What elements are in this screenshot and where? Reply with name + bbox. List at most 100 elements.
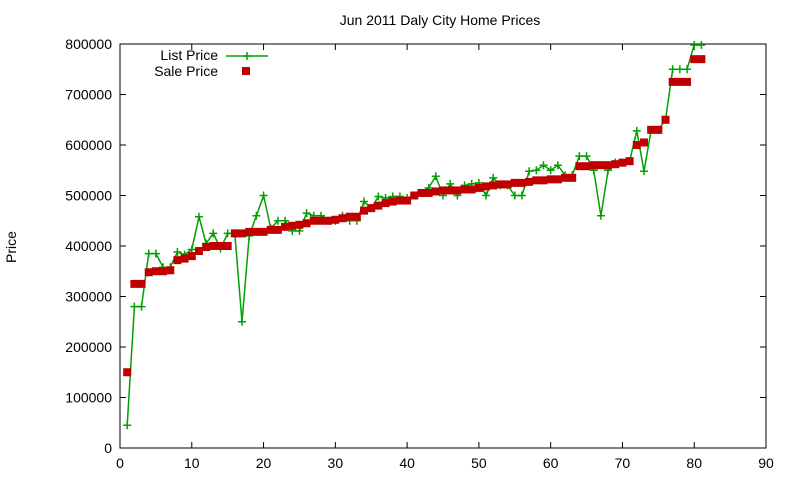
sale-price-point [209,242,218,250]
list-price-point [517,191,526,200]
list-price-point [575,152,584,161]
sale-price-point [697,55,706,64]
list-price-point [173,248,182,257]
plot-area [123,41,706,430]
sale-price-point [683,77,692,86]
list-price-point [273,216,282,225]
x-tick-label: 10 [184,455,200,471]
sale-price-point [611,160,620,169]
list-price-point [252,211,261,220]
sale-price-point [453,186,462,195]
list-price-point [489,173,498,182]
sale-price-point [553,175,562,184]
list-price-point [151,249,160,258]
sale-price-point [532,176,541,185]
sale-price-point [424,188,433,197]
sale-price-point [194,247,203,256]
sale-price-point [374,201,383,210]
legend-swatch-sale-price [242,67,250,75]
sale-price-point [352,212,361,221]
list-price-point [532,166,541,175]
list-price-point [302,209,311,218]
sale-price-point [575,162,584,171]
sale-price-point [654,125,663,134]
sale-price-point [639,138,648,147]
x-tick-label: 0 [116,455,124,471]
sale-price-point [467,185,476,194]
sale-price-point [388,197,397,206]
sale-price-point [517,178,526,187]
sale-price-point [525,177,534,186]
list-price-point [539,161,548,170]
sale-price-point [539,176,548,185]
sale-price-point [173,256,182,265]
list-price-point [683,65,692,74]
sale-price-point [661,115,670,124]
sale-price-point [360,206,369,215]
x-tick-label: 60 [543,455,559,471]
sale-price-point [496,180,505,189]
y-tick-label: 600000 [65,137,112,153]
sale-price-point [546,175,555,184]
axes: 0 10 20 30 40 50 60 70 80 90 0 100000 200000 300000 40… [65,36,774,471]
list-price-point [130,302,139,311]
sale-price-point [151,267,160,276]
list-price-point [144,249,153,258]
sale-price-point [446,186,455,195]
sale-price-point [266,225,275,234]
list-price-point [137,302,146,311]
sale-price-point [137,279,146,288]
sale-price-point [316,216,325,225]
y-tick-label: 800000 [65,36,112,52]
sale-price-point [582,162,591,171]
sale-price-point [474,183,483,192]
sale-price-point [144,268,153,277]
list-price-point [697,41,706,50]
list-price-point [668,65,677,74]
legend-swatch-list-price-marker [243,52,251,60]
sale-price-point [230,229,239,238]
sale-price-point [482,182,491,191]
legend-label-sale-price: Sale Price [154,63,218,79]
sale-price-point [331,215,340,224]
sale-price-point [604,161,613,170]
sale-price-point [295,220,304,229]
sale-price-point [568,173,577,182]
sale-price-point [302,219,311,228]
sale-price-point [187,252,196,261]
sale-price-point [439,186,447,195]
sale-price-point [159,267,168,276]
y-tick-label: 100000 [65,390,112,406]
sale-price-point [123,368,132,377]
x-tick-label: 40 [399,455,415,471]
list-price-point [510,191,519,200]
list-price-point [482,191,491,200]
sale-price-point [690,55,699,64]
list-price-point [525,167,534,176]
y-tick-label: 700000 [65,87,112,103]
y-tick-label: 0 [104,440,112,456]
list-price-point [123,421,132,430]
sale-price-point [259,227,268,236]
sale-price-point [367,204,376,213]
list-price-point [238,317,247,326]
sale-price-point [288,221,297,230]
list-price-point [209,229,218,238]
y-tick-label: 400000 [65,238,112,254]
sale-price-point [166,266,175,275]
sale-price-point [338,214,347,223]
list-price-point [582,152,591,161]
sale-price-point [252,227,261,236]
x-tick-label: 50 [471,455,487,471]
sale-price-point [510,178,519,187]
sale-price-point [238,229,247,238]
sale-price-point [216,242,225,250]
sale-price-point [273,225,282,234]
sale-price-point [647,125,656,134]
list-price-point [546,166,555,175]
sale-price-point [489,181,498,190]
sale-price-point [417,188,426,197]
x-tick-label: 70 [615,455,631,471]
list-price-point [596,211,605,220]
